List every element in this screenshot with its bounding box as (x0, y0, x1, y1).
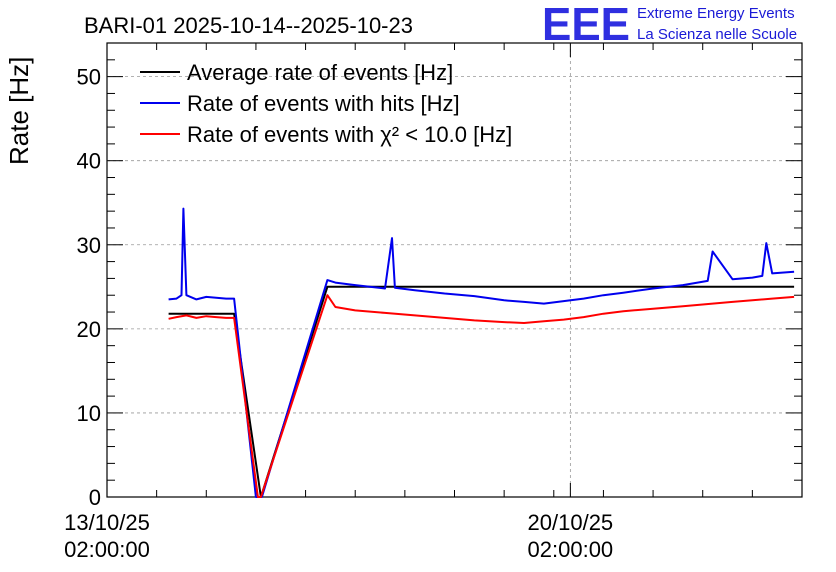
x-tick-label-date: 13/10/25 (64, 510, 150, 535)
y-tick-label: 0 (89, 485, 101, 510)
eee-logo-text: EEE (542, 0, 630, 50)
series-group (168, 207, 795, 498)
y-tick-label: 50 (77, 65, 101, 90)
x-tick-label-time: 02:00:00 (528, 537, 614, 562)
y-axis-label: Rate [Hz] (4, 57, 34, 165)
grid (107, 43, 802, 497)
series-line-1 (168, 285, 795, 498)
y-tick-label: 40 (77, 149, 101, 174)
eee-logo: EEE Extreme Energy Events La Scienza nel… (542, 0, 797, 50)
legend: Average rate of events [Hz] Rate of event… (140, 60, 512, 147)
series-line-3 (168, 294, 795, 498)
chart-title: BARI-01 2025-10-14--2025-10-23 (84, 13, 413, 38)
y-tick-label: 30 (77, 233, 101, 258)
eee-logo-line2: La Scienza nelle Scuole (637, 26, 797, 43)
y-tick-label: 20 (77, 317, 101, 342)
y-tick-label: 10 (77, 401, 101, 426)
x-tick-label-time: 02:00:00 (64, 537, 150, 562)
x-tick-label-date: 20/10/25 (528, 510, 614, 535)
legend-label-2: Rate of events with hits [Hz] (187, 91, 460, 116)
series-line-2 (168, 207, 795, 498)
legend-label-1: Average rate of events [Hz] (187, 60, 453, 85)
axis-ticks: 0102030405013/10/2502:00:0020/10/2502:00… (64, 42, 802, 562)
eee-logo-line1: Extreme Energy Events (637, 5, 795, 22)
legend-label-3: Rate of events with χ² < 10.0 [Hz] (187, 122, 512, 147)
